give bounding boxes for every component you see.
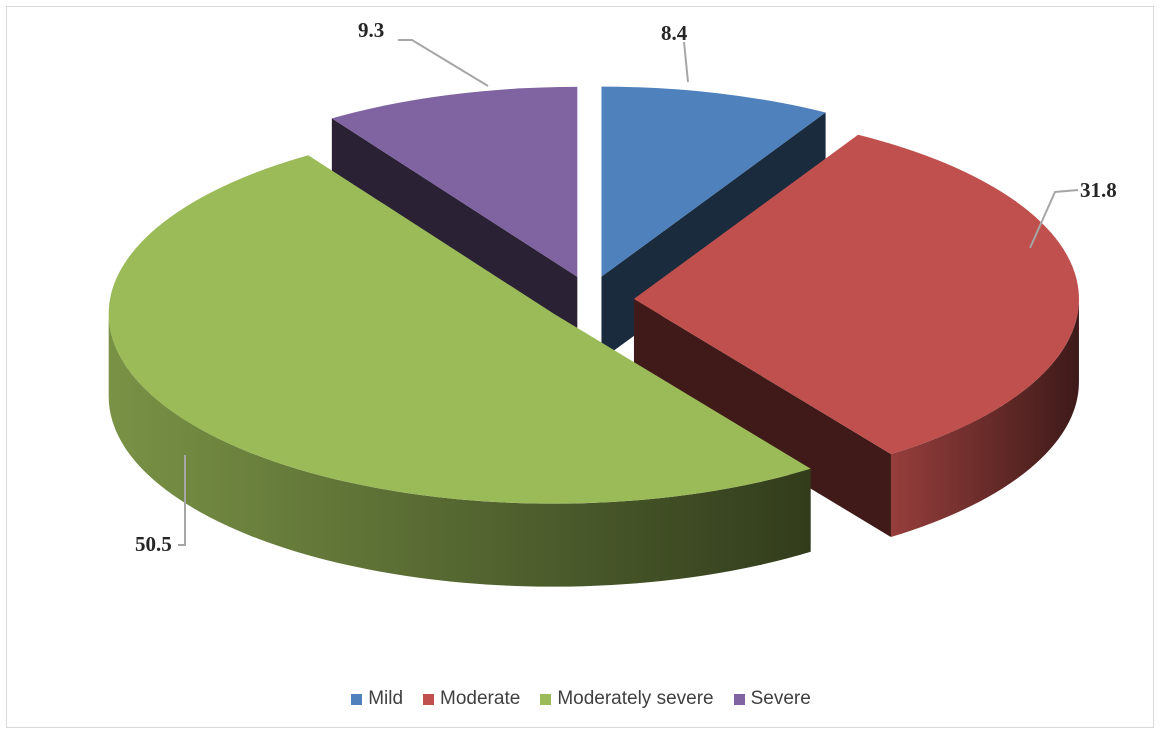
legend-label-moderate: Moderate <box>440 688 521 709</box>
leader-line-severe <box>398 39 489 87</box>
pie-slice-severe <box>331 86 578 277</box>
legend-item-severe: Severe <box>733 688 811 710</box>
data-label-moderately-severe: 50.5 <box>135 532 172 556</box>
slice-wall-moderate <box>633 298 891 538</box>
legend: Mild Moderate Moderately severe Severe <box>0 686 1162 712</box>
legend-label-mild: Mild <box>368 688 404 709</box>
data-label-mild: 8.4 <box>661 21 688 45</box>
legend-swatch-moderate <box>423 693 435 705</box>
legend-label-moderately-severe: Moderately severe <box>557 688 714 709</box>
legend-item-moderately-severe: Moderately severe <box>540 688 714 710</box>
legend-label-severe: Severe <box>750 688 811 709</box>
pie-slice-moderate <box>633 134 1079 455</box>
legend-swatch-moderately-severe <box>540 693 552 705</box>
pie-slice-moderately-severe <box>108 155 811 504</box>
data-label-severe: 9.3 <box>358 18 384 42</box>
leader-line-mild <box>683 41 689 83</box>
legend-swatch-mild <box>351 693 363 705</box>
leader-line-moderately-severe <box>178 455 186 546</box>
data-label-moderate: 31.8 <box>1080 178 1117 202</box>
leader-line-moderate <box>1029 189 1079 249</box>
pie-slice-mild <box>601 86 826 277</box>
legend-swatch-severe <box>733 693 745 705</box>
legend-item-moderate: Moderate <box>423 688 520 710</box>
legend-item-mild: Mild <box>351 688 403 710</box>
data-labels: 8.4 31.8 50.5 9.3 <box>135 18 1117 556</box>
slice-rim-moderately-severe <box>108 313 811 587</box>
pie-tops <box>108 86 1079 504</box>
slice-rim-moderate <box>890 298 1079 538</box>
